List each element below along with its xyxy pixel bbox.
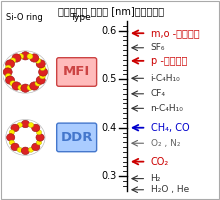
Text: 0.4: 0.4 (101, 123, 117, 133)
Text: Type: Type (70, 13, 91, 22)
Text: H₂O , He: H₂O , He (151, 185, 189, 194)
Text: i-C₄H₁₀: i-C₄H₁₀ (151, 74, 180, 83)
Circle shape (21, 52, 30, 60)
Circle shape (12, 54, 21, 62)
Circle shape (9, 130, 15, 135)
Circle shape (36, 76, 45, 84)
Text: n-C₄H₁₀: n-C₄H₁₀ (151, 104, 183, 113)
Circle shape (40, 73, 46, 79)
FancyBboxPatch shape (57, 58, 97, 86)
Circle shape (10, 58, 16, 63)
Text: m,o -キシレン: m,o -キシレン (151, 28, 199, 38)
Circle shape (28, 147, 34, 152)
Circle shape (17, 147, 22, 152)
Circle shape (36, 130, 42, 135)
Circle shape (28, 123, 34, 127)
Circle shape (2, 51, 49, 93)
Text: CO₂: CO₂ (151, 157, 169, 167)
FancyBboxPatch shape (57, 123, 97, 152)
Circle shape (32, 124, 40, 132)
Circle shape (5, 65, 11, 71)
Text: MFI: MFI (63, 65, 90, 78)
Text: 0.6: 0.6 (101, 26, 117, 36)
Circle shape (11, 143, 19, 151)
Text: p -キシレン: p -キシレン (151, 56, 187, 66)
Circle shape (17, 123, 22, 127)
Text: CH₄, CO: CH₄, CO (151, 123, 189, 133)
Circle shape (35, 58, 41, 63)
Text: 0.3: 0.3 (101, 171, 117, 181)
Circle shape (6, 120, 45, 155)
Circle shape (27, 54, 33, 59)
Text: SF₆: SF₆ (151, 43, 165, 52)
Circle shape (36, 140, 42, 145)
Circle shape (5, 73, 11, 79)
Circle shape (35, 81, 41, 86)
Circle shape (36, 134, 44, 141)
Circle shape (21, 147, 29, 155)
Text: CF₄: CF₄ (151, 89, 166, 98)
Circle shape (32, 143, 40, 151)
Circle shape (7, 134, 15, 141)
Circle shape (18, 54, 24, 59)
Circle shape (30, 54, 39, 62)
Text: Si-O ring: Si-O ring (6, 13, 43, 22)
Circle shape (6, 76, 15, 84)
Circle shape (27, 85, 33, 90)
Circle shape (30, 82, 39, 90)
Circle shape (21, 120, 29, 128)
Text: O₂ , N₂: O₂ , N₂ (151, 139, 180, 148)
Circle shape (18, 85, 24, 90)
Text: H₂: H₂ (151, 174, 161, 183)
Text: DDR: DDR (61, 131, 93, 144)
Circle shape (10, 81, 16, 86)
Circle shape (21, 84, 30, 92)
Circle shape (6, 60, 15, 68)
Circle shape (3, 68, 12, 76)
Circle shape (9, 140, 15, 145)
Circle shape (36, 60, 45, 68)
Text: ゼオライト 細孔径 [nm]　　分子径: ゼオライト 細孔径 [nm] 分子径 (58, 6, 164, 16)
Circle shape (38, 68, 48, 76)
Text: 0.5: 0.5 (101, 74, 117, 84)
Circle shape (11, 124, 19, 132)
Circle shape (12, 82, 21, 90)
Circle shape (40, 65, 46, 71)
